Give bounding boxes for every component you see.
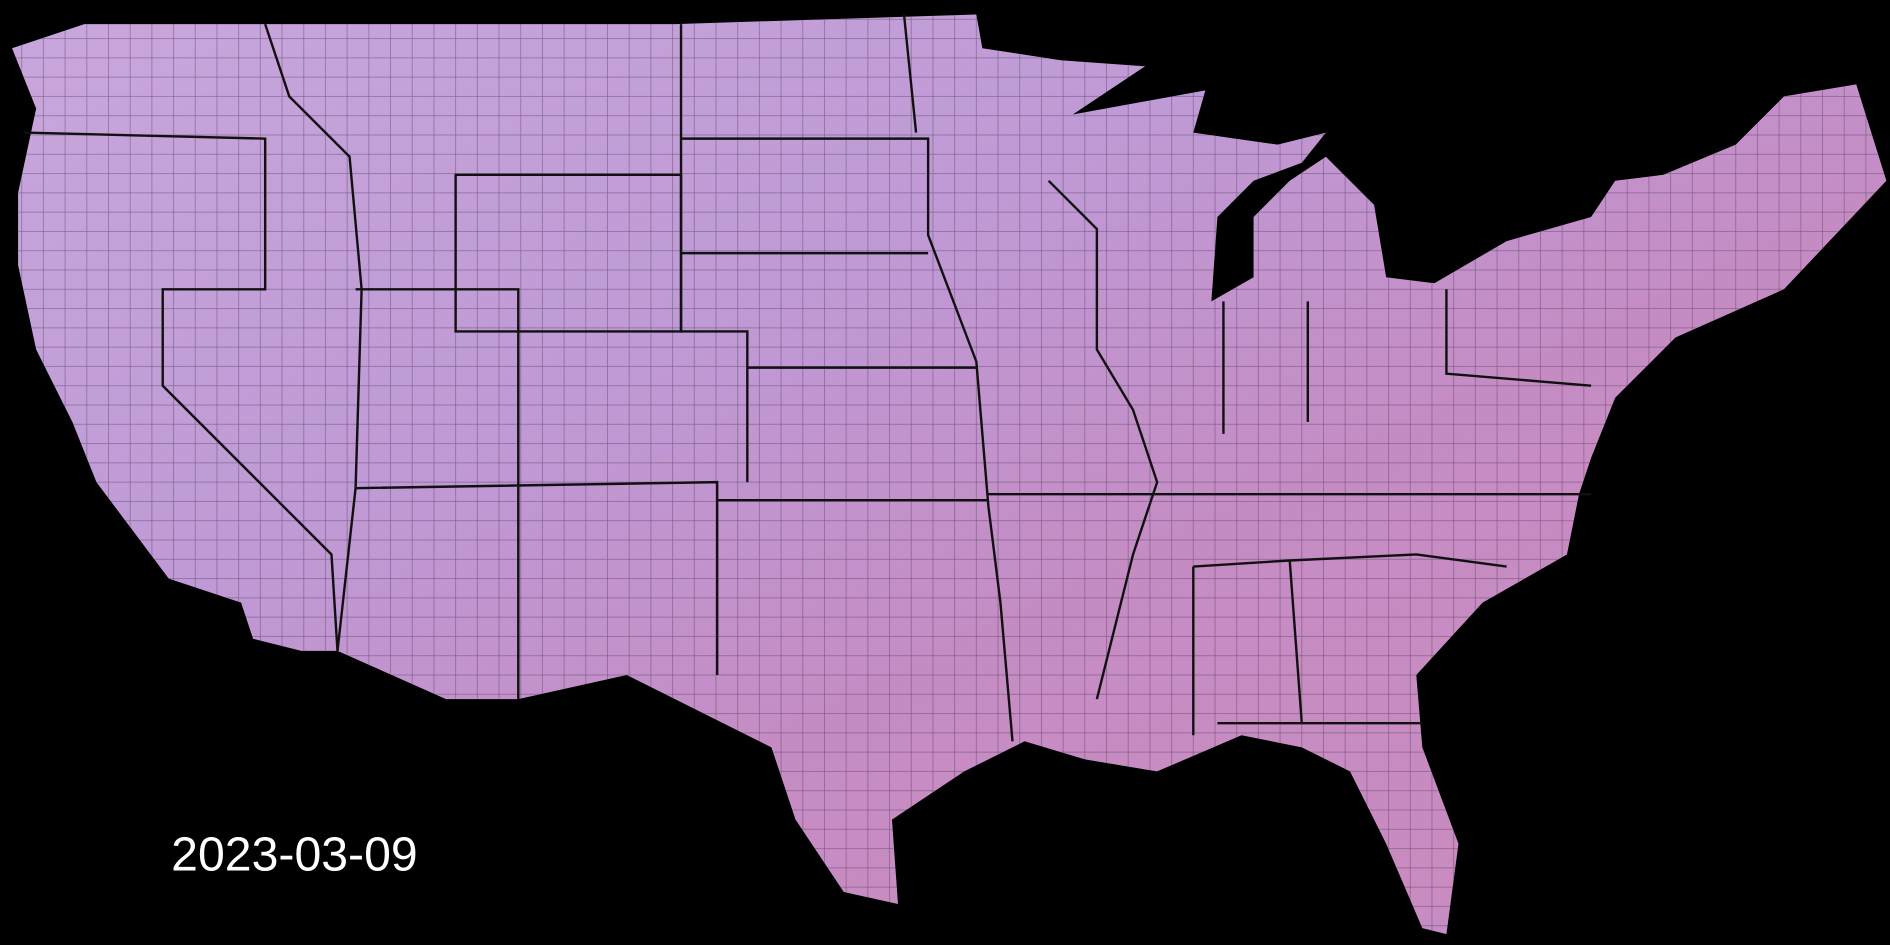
us-counties <box>12 14 1887 935</box>
county-grid <box>12 14 1887 935</box>
state-border <box>681 137 1014 742</box>
state-border <box>355 288 520 700</box>
state-border <box>1192 560 1423 736</box>
date-label: 2023-03-09 <box>171 827 418 881</box>
state-border <box>679 24 749 483</box>
state-borders <box>24 14 1592 742</box>
state-border <box>681 251 1592 502</box>
state-border <box>24 131 339 651</box>
state-border <box>1193 289 1592 568</box>
state-border <box>355 480 719 675</box>
state-border <box>264 23 363 652</box>
state-border <box>902 14 1159 700</box>
